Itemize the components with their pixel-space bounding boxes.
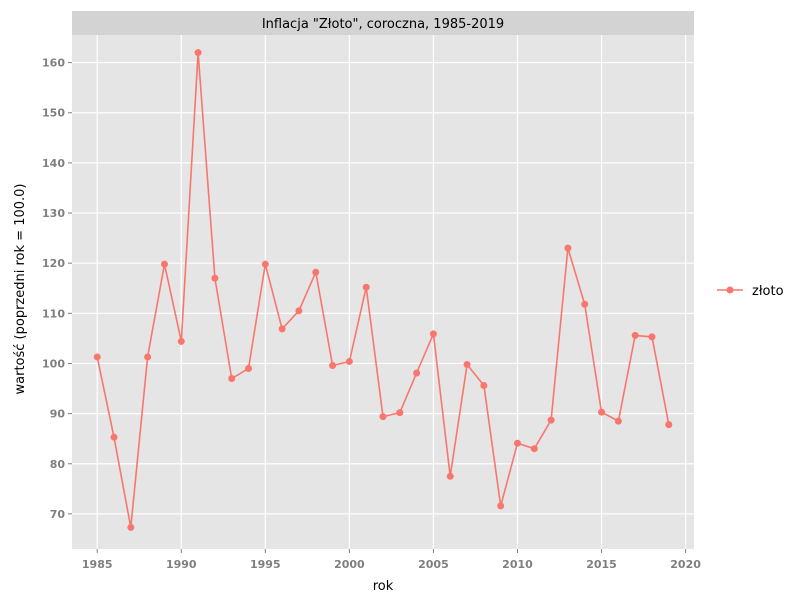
y-tick-label: 70	[50, 508, 66, 521]
x-tick-label: 2000	[334, 558, 365, 571]
data-point	[665, 421, 673, 429]
x-tick-label: 2010	[502, 558, 533, 571]
legend-swatch-marker	[726, 286, 734, 294]
y-tick-label: 130	[42, 207, 65, 220]
series-layer	[93, 49, 673, 531]
x-tick-label: 1990	[166, 558, 197, 571]
y-tick-label: 90	[50, 408, 66, 421]
y-tick-label: 110	[42, 307, 65, 320]
data-point	[245, 364, 253, 372]
x-axis-title: rok	[373, 579, 394, 594]
data-point	[329, 361, 337, 369]
data-point	[513, 439, 521, 447]
data-point	[379, 413, 387, 421]
data-point	[396, 409, 404, 417]
data-point	[295, 307, 303, 315]
title-strip	[72, 11, 694, 35]
data-point	[160, 260, 168, 268]
data-point	[480, 382, 488, 390]
data-point	[497, 502, 505, 510]
y-axis-title: wartość (poprzedni rok = 100.0)	[13, 184, 28, 395]
data-point	[530, 445, 538, 453]
data-point	[110, 433, 118, 441]
data-point	[278, 325, 286, 333]
data-point	[345, 357, 353, 365]
data-point	[228, 375, 236, 383]
y-tick-label: 140	[42, 157, 65, 170]
data-point	[211, 274, 219, 282]
y-tick-label: 160	[42, 57, 65, 70]
y-tick-label: 100	[42, 357, 65, 370]
data-point	[127, 523, 135, 531]
x-tick-label: 2015	[586, 558, 617, 571]
legend-label: złoto	[752, 284, 784, 299]
data-point	[631, 331, 639, 339]
y-tick-label: 80	[50, 458, 66, 471]
axes: 1985 1990 1995 2000 2005 2010 2015 2020 70 80 90 10…	[42, 57, 701, 571]
data-point	[144, 353, 152, 361]
data-point	[413, 369, 421, 377]
data-point	[362, 283, 370, 291]
data-point	[463, 360, 471, 368]
data-point	[648, 333, 656, 341]
data-point	[446, 472, 454, 480]
data-point	[581, 300, 589, 308]
data-point	[194, 49, 202, 57]
y-tick-label: 120	[42, 257, 65, 270]
data-point	[547, 416, 555, 424]
data-point	[598, 408, 606, 416]
data-point	[429, 330, 437, 338]
x-tick-label: 1995	[250, 558, 281, 571]
data-point	[261, 260, 269, 268]
data-point	[614, 417, 622, 425]
plot-panel	[72, 35, 694, 549]
y-tick-label: 150	[42, 107, 65, 120]
data-point	[93, 353, 101, 361]
legend: złoto	[717, 284, 784, 299]
data-point	[564, 244, 572, 252]
x-tick-label: 2020	[670, 558, 701, 571]
data-point	[312, 268, 320, 276]
data-point	[177, 337, 185, 345]
chart-title: Inflacja "Złoto", coroczna, 1985-2019	[262, 17, 504, 32]
x-tick-label: 1985	[82, 558, 113, 571]
x-tick-label: 2005	[418, 558, 449, 571]
